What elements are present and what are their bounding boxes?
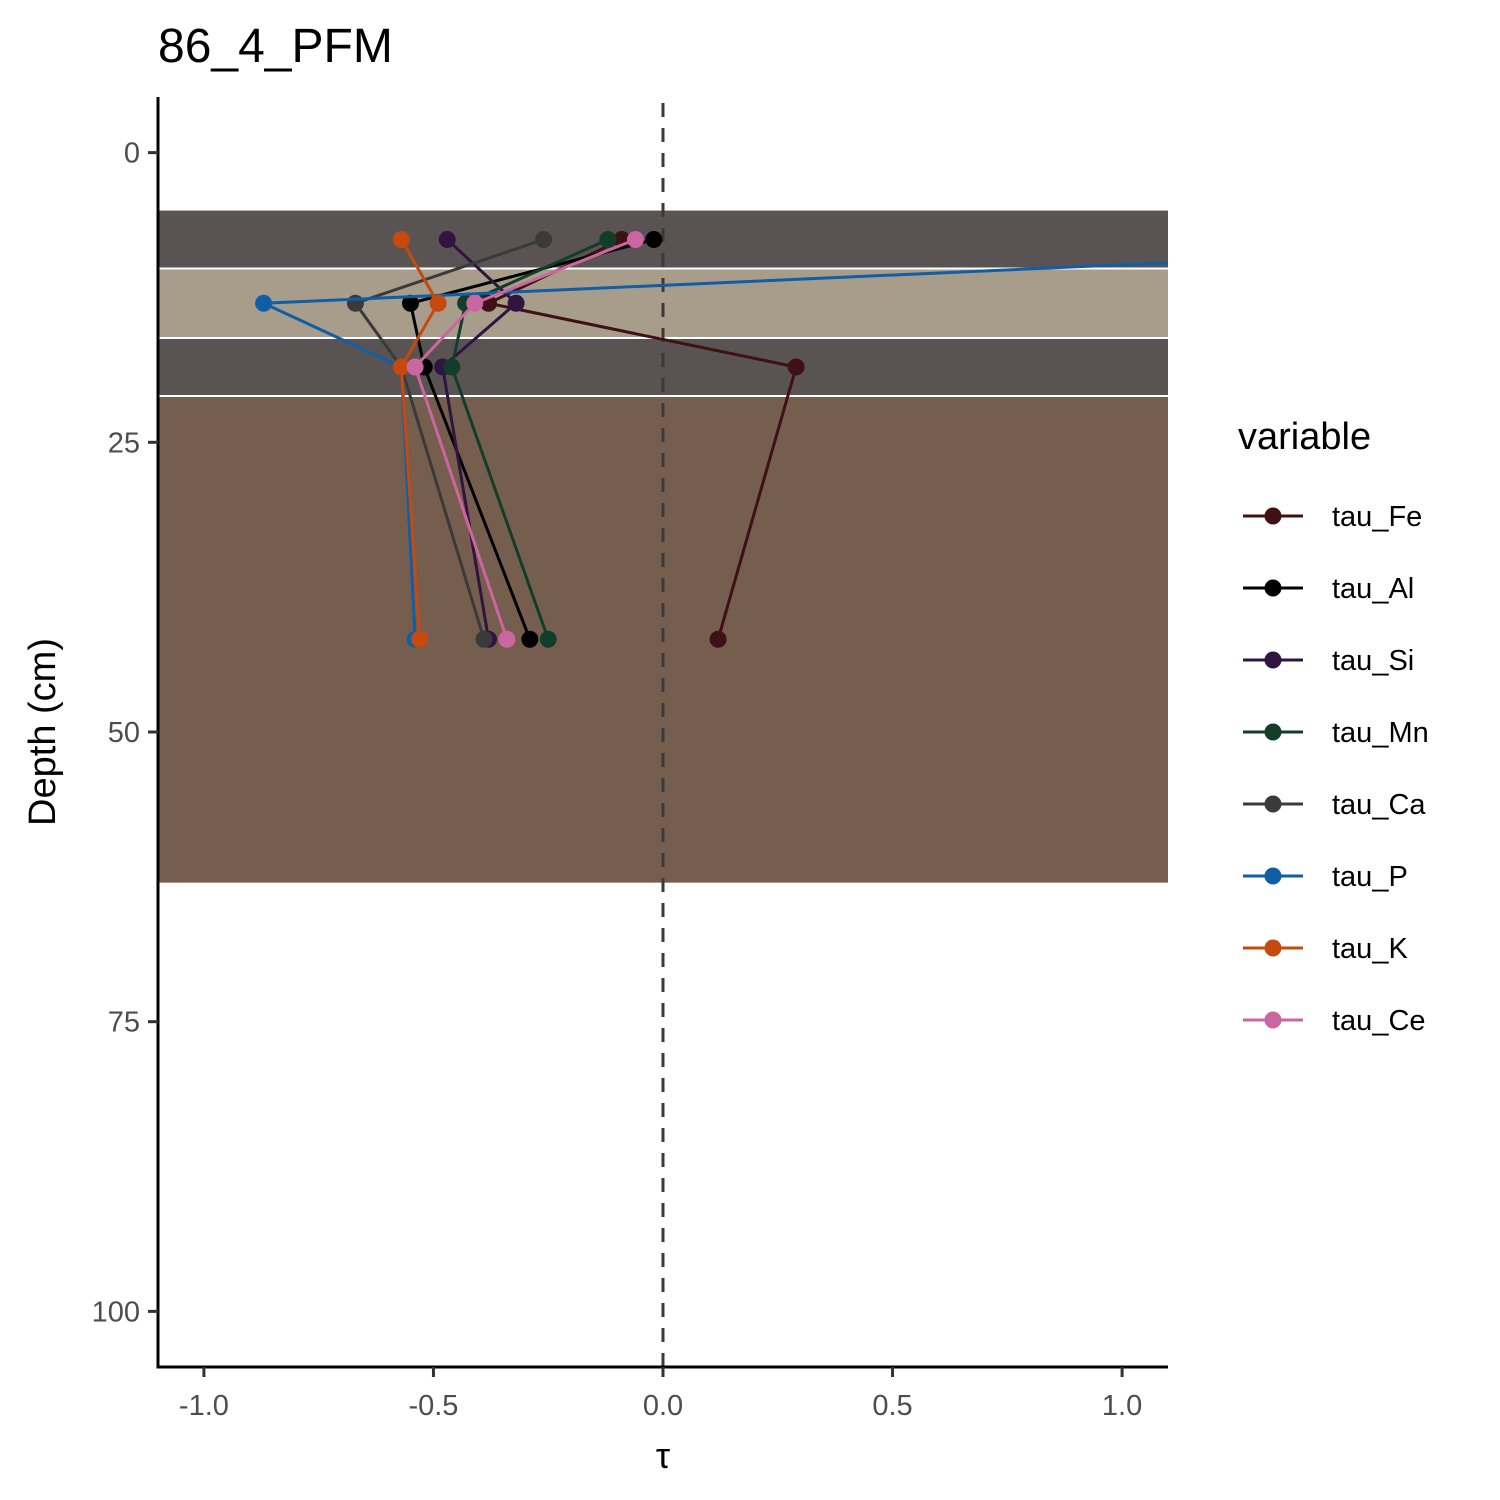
legend-label: tau_Ca (1332, 789, 1426, 821)
data-point-tau-k (429, 294, 447, 312)
legend-key-point (1264, 1011, 1282, 1029)
legend-item: tau_Mn (1243, 717, 1429, 749)
y-tick-label: 0 (124, 138, 140, 170)
data-point-tau-ce (406, 358, 424, 376)
x-tick-label: 0.5 (872, 1390, 912, 1422)
legend-label: tau_Fe (1332, 501, 1422, 533)
y-axis-title: Depth (cm) (22, 638, 64, 826)
legend-key-point (1264, 939, 1282, 957)
x-tick-label: 1.0 (1102, 1390, 1142, 1422)
series-line-tau-ce (413, 238, 637, 640)
chart-title: 86_4_PFM (158, 20, 393, 73)
data-point-tau-si (438, 231, 456, 249)
legend-item: tau_Ca (1243, 789, 1426, 821)
legend-label: tau_Si (1332, 645, 1414, 677)
legend-label: tau_K (1332, 933, 1408, 965)
legend-key-point (1264, 507, 1282, 525)
data-point-tau-al (402, 294, 419, 312)
y-tick-label: 25 (108, 427, 140, 459)
data-point-tau-k (411, 630, 429, 648)
y-tick-label: 100 (92, 1296, 140, 1328)
series-line-tau-al (408, 238, 655, 640)
legend-key-point (1264, 795, 1282, 813)
legend-key-point (1264, 651, 1282, 669)
data-point-tau-mn (599, 231, 617, 249)
data-point-tau-ca (346, 294, 364, 312)
data-point-tau-fe (787, 358, 805, 376)
legend-item: tau_Ce (1243, 1005, 1426, 1037)
data-point-tau-p (255, 294, 273, 312)
data-point-tau-k (392, 231, 410, 249)
data-point-tau-k (392, 358, 410, 376)
y-tick-label: 75 (108, 1007, 140, 1039)
data-point-tau-mn (443, 358, 461, 376)
data-point-tau-si (507, 294, 525, 312)
x-tick-label: -1.0 (179, 1390, 229, 1422)
data-point-tau-mn (539, 630, 557, 648)
x-axis-title: τ (656, 1435, 670, 1476)
data-point-tau-ca (535, 231, 553, 249)
legend-item: tau_K (1243, 933, 1408, 965)
data-point-tau-ce (626, 231, 644, 249)
legend-label: tau_Mn (1332, 717, 1429, 749)
legend-label: tau_Ce (1332, 1005, 1426, 1037)
data-point-tau-ce (466, 294, 484, 312)
series-line-tau-k (399, 238, 440, 640)
legend-item: tau_P (1243, 861, 1408, 893)
legend-key-point (1264, 867, 1282, 885)
legend-label: tau_Al (1332, 573, 1414, 605)
legend-title: variable (1238, 416, 1371, 458)
data-point-tau-al (645, 231, 663, 249)
series-line-tau-mn (450, 238, 609, 640)
legend-key-point (1264, 579, 1282, 597)
legend: tau_Fe tau_Al tau_Si tau_Mn tau_Ca tau_P tau_K… (1243, 501, 1429, 1037)
series-line-tau-si (441, 238, 519, 640)
y-tick-label: 50 (108, 717, 140, 749)
plot-area: 0 25 50 75 100 -1.0 -0.5 0.0 0.5 1.0 (92, 97, 1169, 1422)
x-tick-label: -0.5 (408, 1390, 458, 1422)
legend-item: tau_Al (1243, 573, 1414, 605)
data-point-tau-fe (709, 630, 727, 648)
legend-item: tau_Si (1243, 645, 1414, 677)
series-line-tau-p (262, 261, 1169, 640)
x-tick-label: 0.0 (643, 1390, 683, 1422)
series-line-tau-ca (353, 238, 545, 640)
data-point-tau-ca (475, 630, 493, 648)
legend-item: tau_Fe (1243, 501, 1422, 533)
legend-label: tau_P (1332, 861, 1408, 893)
data-point-tau-al (521, 630, 539, 648)
data-point-tau-ce (498, 630, 516, 648)
legend-key-point (1264, 723, 1282, 741)
